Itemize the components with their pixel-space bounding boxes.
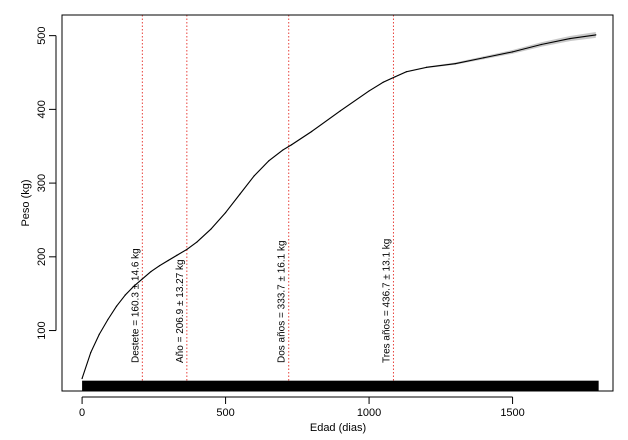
vline-label-1: Destete = 160.3 ± 14.6 kg xyxy=(130,248,141,363)
y-tick-label: 100 xyxy=(36,321,48,339)
data-point xyxy=(150,270,152,273)
data-point xyxy=(268,160,270,162)
data-point xyxy=(253,175,255,177)
x-tick-label: 1000 xyxy=(357,407,381,419)
series-line-layer xyxy=(81,34,597,380)
x-tick-label: 500 xyxy=(216,407,234,419)
data-point xyxy=(368,90,370,92)
data-point xyxy=(186,248,188,251)
y-tick-label: 200 xyxy=(36,248,48,266)
data-point xyxy=(382,81,385,83)
series-line xyxy=(81,34,596,379)
data-point xyxy=(115,305,118,307)
data-point xyxy=(405,71,407,73)
confidence-band xyxy=(82,31,596,379)
data-point xyxy=(98,333,100,335)
vertical-lines-layer xyxy=(141,15,394,381)
y-tick-label: 500 xyxy=(36,26,48,44)
y-tick-label: 300 xyxy=(36,174,48,192)
data-point xyxy=(81,377,83,380)
data-point xyxy=(511,51,514,53)
data-point xyxy=(540,43,542,46)
vline-label-3: Dos años = 333.7 ± 16.1 kg xyxy=(277,240,288,363)
data-point xyxy=(141,278,143,280)
data-point xyxy=(339,110,341,112)
plot-frame xyxy=(61,14,614,392)
data-point xyxy=(224,211,227,214)
data-point xyxy=(210,228,212,230)
confidence-band-layer xyxy=(82,31,596,379)
data-point xyxy=(133,285,135,287)
data-point xyxy=(483,57,485,59)
data-point xyxy=(569,37,571,40)
data-point xyxy=(107,318,109,321)
annotations-layer: Destete = 160.3 ± 14.6 kg Año = 206.9 ± 1… xyxy=(130,239,392,363)
data-point xyxy=(90,352,92,354)
x-axis-title: Edad (dias) xyxy=(310,422,366,434)
rug-bar xyxy=(82,380,599,391)
rug-layer xyxy=(82,380,599,391)
vline-label-4: Tres años = 436.7 ± 13.1 kg xyxy=(381,239,392,363)
axes-layer: 0 500 1000 1500 100 200 300 400 500 xyxy=(36,26,525,419)
data-point xyxy=(124,294,126,296)
data-point xyxy=(394,76,396,78)
data-point xyxy=(425,66,428,68)
data-point xyxy=(176,254,178,256)
data-point xyxy=(454,63,456,65)
data-point xyxy=(311,130,313,133)
data-point xyxy=(196,241,198,243)
y-tick-label: 400 xyxy=(36,100,48,118)
x-tick-label: 0 xyxy=(79,407,85,419)
x-tick-label: 1500 xyxy=(500,407,524,419)
vline-label-2: Año = 206.9 ± 13.27 kg xyxy=(175,259,186,363)
data-point xyxy=(282,149,284,151)
data-point xyxy=(595,34,597,36)
data-point xyxy=(158,265,161,267)
data-point xyxy=(239,193,241,195)
y-axis-title: Peso (kg) xyxy=(20,179,32,226)
data-point xyxy=(290,144,293,146)
data-point xyxy=(167,259,169,262)
